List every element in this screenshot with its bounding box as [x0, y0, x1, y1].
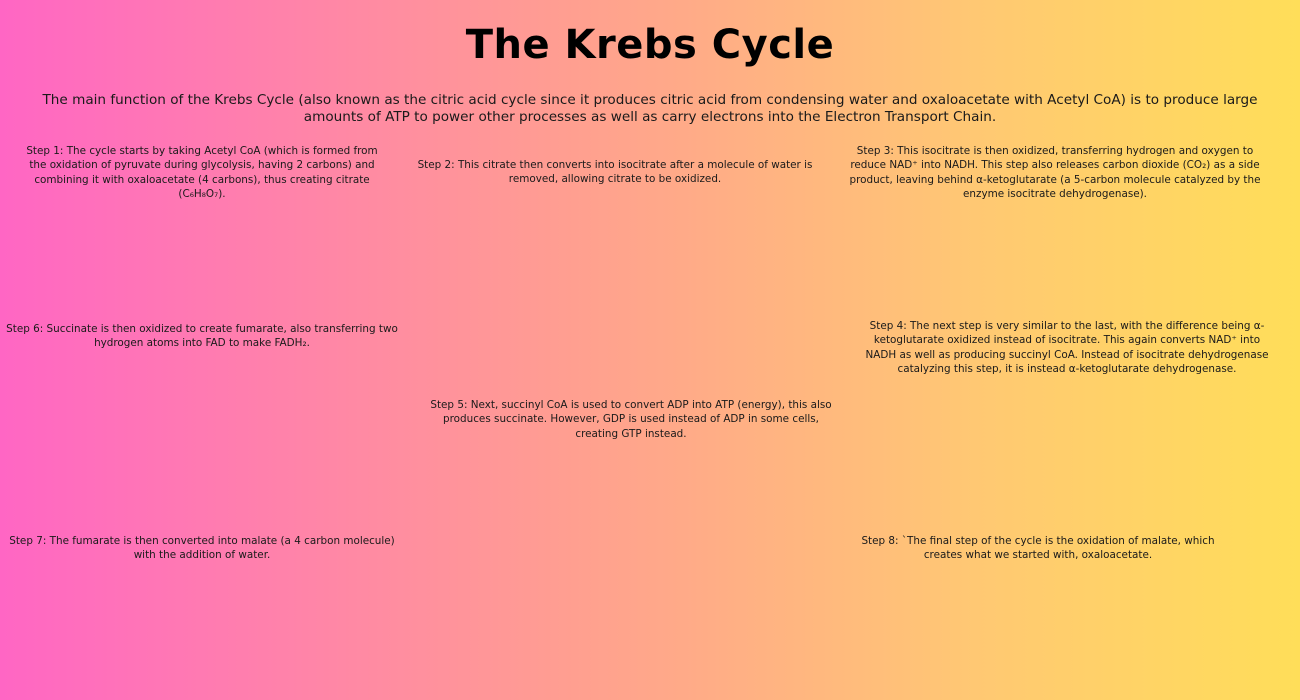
intro-paragraph: The main function of the Krebs Cycle (al… [42, 92, 1258, 125]
step-5-text: Step 5: Next, succinyl CoA is used to co… [430, 399, 832, 440]
step-1-text: Step 1: The cycle starts by taking Acety… [26, 145, 378, 200]
page-title: The Krebs Cycle [465, 22, 835, 68]
step-7-text: Step 7: The fumarate is then converted i… [9, 535, 395, 562]
step-4-text: Step 4: The next step is very similar to… [865, 320, 1269, 375]
step-3-text: Step 3: This isocitrate is then oxidized… [849, 145, 1261, 200]
step-8-text: Step 8: `The final step of the cycle is … [861, 535, 1215, 562]
step-2-text: Step 2: This citrate then converts into … [417, 159, 813, 186]
step-6-text: Step 6: Succinate is then oxidized to cr… [6, 323, 398, 350]
